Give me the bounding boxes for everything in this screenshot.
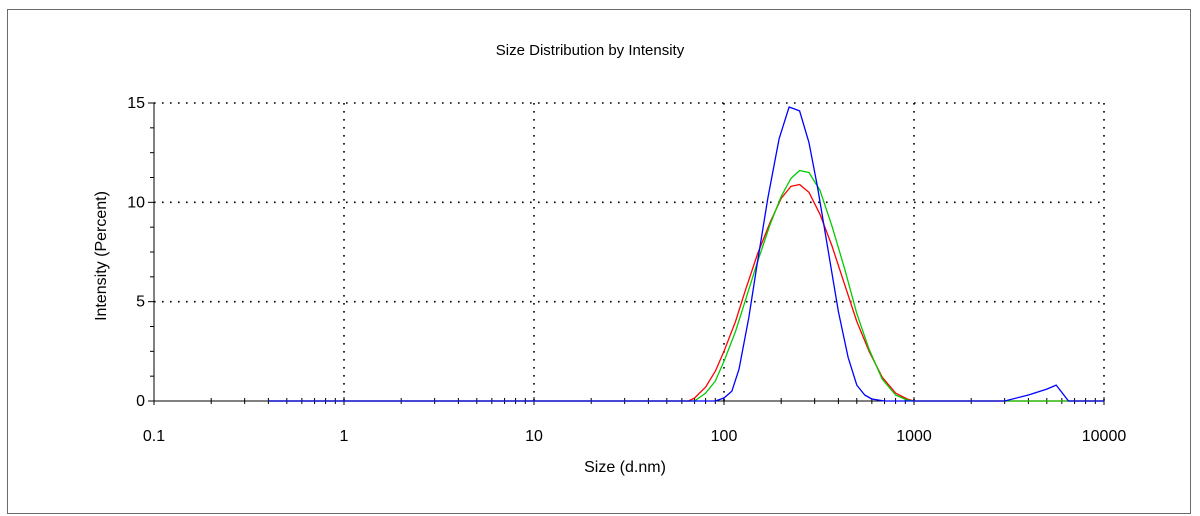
x-tick-label: 10000 — [1082, 428, 1127, 445]
grid-lines — [154, 102, 1105, 401]
series-line-2 — [268, 169, 1104, 402]
y-tick-label: 5 — [136, 294, 145, 311]
x-tick-label: 0.1 — [143, 428, 165, 445]
chart-title: Size Distribution by Intensity — [496, 42, 685, 59]
data-series — [268, 106, 1104, 402]
x-tick-label: 10 — [525, 428, 543, 445]
x-tick-label: 100 — [711, 428, 738, 445]
tick-labels: 0.1 1 10 100 1000 10000 0 5 10 15 — [127, 95, 1126, 445]
y-tick-label: 15 — [127, 95, 145, 112]
x-tick-label: 1 — [340, 428, 349, 445]
y-tick-label: 0 — [136, 393, 145, 410]
size-distribution-chart: Size Distribution by Intensity 0.1 1 10 100… — [93, 42, 1126, 476]
chart-panel: Size Distribution by Intensity 0.1 1 10 100… — [7, 9, 1191, 514]
y-axis-label: Intensity (Percent) — [93, 191, 110, 321]
series-line-1 — [268, 183, 1104, 402]
x-tick-label: 1000 — [896, 428, 932, 445]
axes — [148, 102, 1105, 405]
y-tick-label: 10 — [127, 194, 145, 211]
series-line-3 — [268, 106, 1104, 402]
x-axis-label: Size (d.nm) — [584, 459, 666, 476]
